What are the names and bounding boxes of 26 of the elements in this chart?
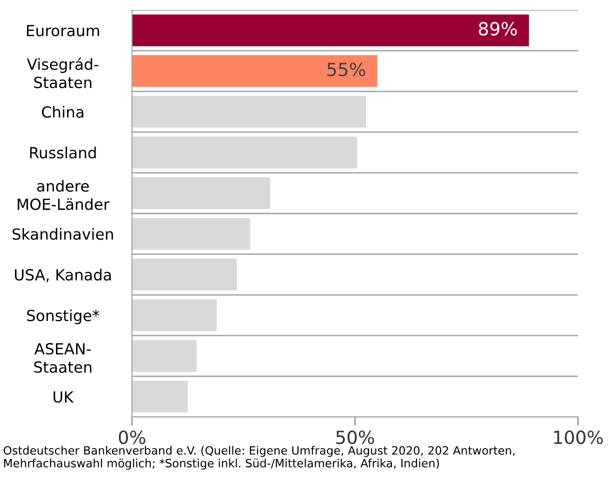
bar [132, 177, 270, 210]
y-tick-label: USA, Kanada [14, 268, 111, 282]
y-tick-label: Russland [30, 146, 96, 158]
bar [132, 258, 237, 290]
data-label: 89% [478, 22, 517, 36]
bar [132, 14, 529, 46]
bar [132, 218, 250, 250]
y-tick-label: Visegrád- Staaten [26, 58, 98, 88]
x-tick-label: 0% [118, 430, 146, 444]
data-label: 55% [327, 62, 366, 76]
y-tick-label: Sonstige* [27, 309, 100, 324]
text: Ostdeutscher Bankenverband e.V. (Quelle: Eigene Umfrage, August 2020, 202 Antworten, Mehrfachauswahl möglich; *Sonstige inkl. Süd-/Mittelamerika, Afrika, Indien) [4, 446, 515, 470]
bar [132, 136, 358, 168]
y-tick-label: Skandinavien [12, 228, 113, 240]
bar [132, 340, 197, 372]
y-tick-label: China [42, 106, 84, 118]
y-tick-label: ASEAN- Staaten [34, 343, 92, 373]
x-tick-label: 100% [554, 430, 603, 444]
bar [132, 55, 378, 87]
bar [132, 380, 188, 413]
y-tick-label: UK [54, 391, 74, 403]
x-tick-label: 50% [336, 430, 374, 444]
y-tick-label: Euroraum [26, 25, 100, 36]
bar [132, 299, 217, 332]
y-tick-label: andere MOE-Länder [18, 180, 110, 210]
bar [132, 96, 366, 128]
